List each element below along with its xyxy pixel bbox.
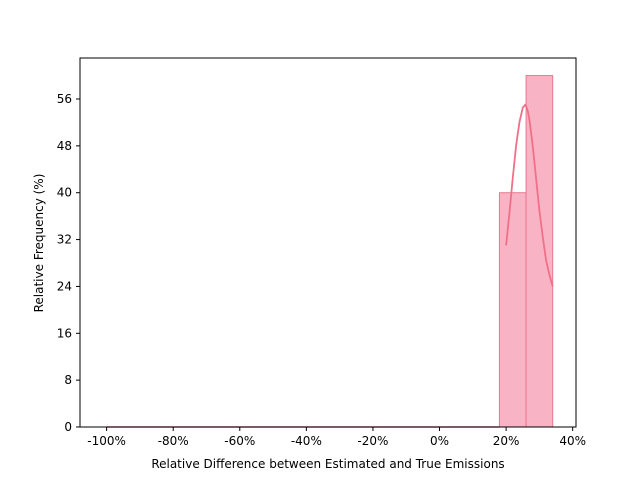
y-tick-label-7: 56 <box>57 92 72 106</box>
plot-frame <box>79 57 577 428</box>
x-axis-label: Relative Difference between Estimated an… <box>151 457 504 471</box>
kde-curve <box>505 103 554 287</box>
x-tick-label-5: 0% <box>430 434 449 448</box>
x-tick-label-4: -20% <box>357 434 388 448</box>
x-tick-label-3: -40% <box>291 434 322 448</box>
histogram-bar-0 <box>498 192 527 428</box>
y-tick-label-3: 24 <box>57 279 72 293</box>
x-tick-label-2: -60% <box>224 434 255 448</box>
x-tick-label-0: -100% <box>87 434 126 448</box>
y-axis: 0 8 16 24 32 40 48 56 <box>57 92 80 434</box>
y-tick-label-4: 32 <box>57 233 72 247</box>
y-axis-label: Relative Frequency (%) <box>32 174 46 313</box>
y-tick-label-6: 48 <box>57 139 72 153</box>
x-tick-label-6: 20% <box>493 434 520 448</box>
x-tick-label-1: -80% <box>158 434 189 448</box>
y-tick-label-1: 8 <box>64 373 72 387</box>
y-tick-label-0: 0 <box>64 420 72 434</box>
plot-area <box>79 57 577 428</box>
x-axis: -100% -80% -60% -40% -20% 0% 20% 40% <box>87 427 586 448</box>
y-tick-label-5: 40 <box>57 186 72 200</box>
y-tick-label-2: 16 <box>57 326 72 340</box>
x-tick-label-7: 40% <box>559 434 586 448</box>
